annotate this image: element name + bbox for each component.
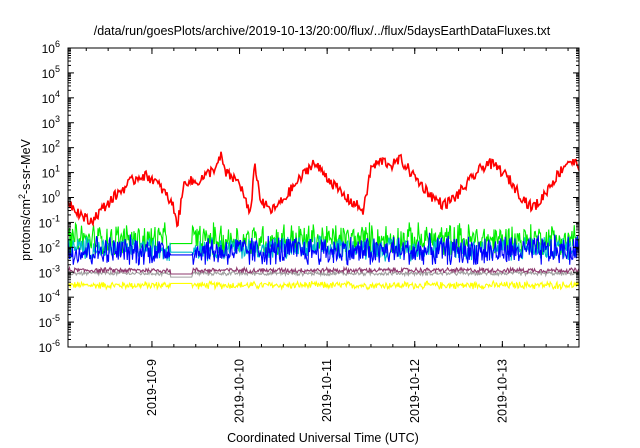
x-tick-label: 2019-10-9 bbox=[145, 359, 159, 416]
x-tick-label: 2019-10-13 bbox=[495, 359, 509, 423]
chart-title: /data/run/goesPlots/archive/2019-10-13/2… bbox=[94, 24, 551, 38]
series-line bbox=[67, 265, 580, 275]
y-tick-label: 100 bbox=[42, 189, 60, 206]
svg-text:protons/cm2-s-sr-MeV: protons/cm2-s-sr-MeV bbox=[17, 138, 33, 260]
series-line bbox=[67, 232, 580, 266]
y-tick-label: 103 bbox=[42, 114, 60, 131]
y-tick-label: 10-5 bbox=[39, 313, 60, 330]
y-axis-label: protons/cm2-s-sr-MeV bbox=[17, 138, 33, 260]
y-tick-label: 104 bbox=[42, 89, 60, 106]
y-axis: 10-6 10-5 10-4 10-3 10-2 10-1 100 101 102 103 104 1… bbox=[39, 39, 579, 355]
y-tick-label: 106 bbox=[42, 39, 60, 56]
x-tick-label: 2019-10-12 bbox=[408, 359, 422, 423]
y-tick-label: 102 bbox=[42, 139, 60, 156]
series-layer bbox=[67, 151, 580, 291]
y-tick-label: 10-6 bbox=[39, 338, 60, 355]
y-tick-label: 10-2 bbox=[39, 238, 60, 255]
series-line bbox=[67, 151, 580, 228]
plot-frame bbox=[67, 47, 580, 348]
y-tick-label: 10-1 bbox=[39, 213, 60, 230]
y-axis-label-base: protons/cm bbox=[19, 199, 33, 261]
x-tick-label: 2019-10-11 bbox=[320, 359, 334, 422]
series-line bbox=[67, 269, 580, 278]
y-axis-label-sup: 2 bbox=[17, 194, 27, 199]
y-tick-label: 10-4 bbox=[39, 288, 60, 305]
plot-area: 10-6 10-5 10-4 10-3 10-2 10-1 100 101 102 103 104 1… bbox=[39, 39, 580, 423]
x-tick-label: 2019-10-10 bbox=[233, 359, 247, 423]
y-tick-label: 10-3 bbox=[39, 263, 60, 280]
y-tick-label: 105 bbox=[42, 64, 60, 81]
series-line bbox=[67, 279, 580, 291]
y-tick-label: 101 bbox=[42, 164, 60, 181]
y-axis-label-rest: -s-sr-MeV bbox=[19, 138, 33, 194]
x-axis-label: Coordinated Universal Time (UTC) bbox=[227, 431, 419, 445]
